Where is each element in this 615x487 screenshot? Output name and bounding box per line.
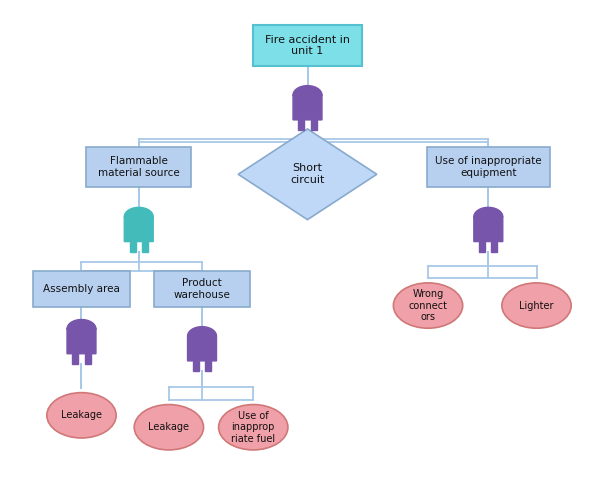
Polygon shape	[238, 129, 377, 220]
Ellipse shape	[394, 283, 462, 328]
Polygon shape	[67, 319, 96, 354]
Polygon shape	[205, 361, 211, 372]
Polygon shape	[298, 120, 304, 131]
Polygon shape	[474, 207, 503, 242]
Text: Flammable
material source: Flammable material source	[98, 156, 180, 178]
Ellipse shape	[218, 405, 288, 450]
Ellipse shape	[502, 283, 571, 328]
Ellipse shape	[134, 405, 204, 450]
Polygon shape	[130, 242, 136, 252]
Polygon shape	[84, 354, 90, 364]
Polygon shape	[124, 207, 153, 242]
FancyBboxPatch shape	[86, 147, 191, 187]
Text: Fire accident in
unit 1: Fire accident in unit 1	[265, 35, 350, 56]
Polygon shape	[293, 86, 322, 120]
Ellipse shape	[47, 393, 116, 438]
Polygon shape	[142, 242, 148, 252]
Text: Use of
inapprop
riate fuel: Use of inapprop riate fuel	[231, 411, 276, 444]
Text: Wrong
connect
ors: Wrong connect ors	[408, 289, 448, 322]
Text: Assembly area: Assembly area	[43, 284, 120, 294]
Polygon shape	[479, 242, 485, 252]
Polygon shape	[188, 327, 216, 361]
Polygon shape	[193, 361, 199, 372]
Polygon shape	[311, 120, 317, 131]
Polygon shape	[73, 354, 79, 364]
Text: Lighter: Lighter	[519, 300, 554, 311]
FancyBboxPatch shape	[253, 25, 362, 66]
FancyBboxPatch shape	[154, 271, 250, 307]
Text: Product
warehouse: Product warehouse	[173, 278, 231, 300]
Polygon shape	[491, 242, 498, 252]
Text: Leakage: Leakage	[148, 422, 189, 432]
Text: Short
circuit: Short circuit	[290, 164, 325, 185]
FancyBboxPatch shape	[33, 271, 130, 307]
Text: Use of inappropriate
equipment: Use of inappropriate equipment	[435, 156, 542, 178]
FancyBboxPatch shape	[427, 147, 550, 187]
Text: Leakage: Leakage	[61, 411, 102, 420]
